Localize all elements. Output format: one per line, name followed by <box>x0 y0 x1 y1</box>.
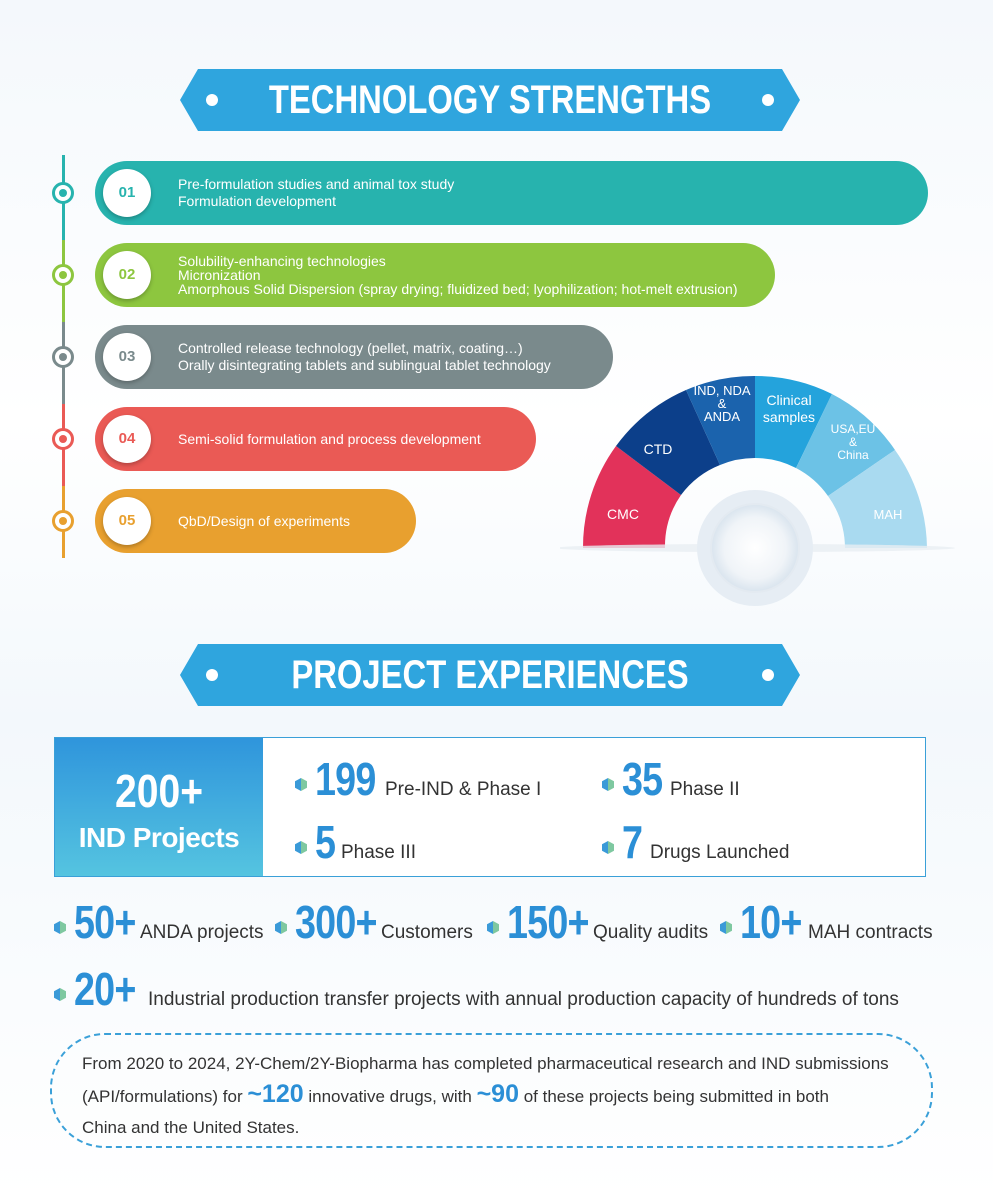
hexagon-icon <box>275 921 287 934</box>
stat-audits: 150+ Quality audits <box>487 895 708 949</box>
banner-shape <box>180 644 800 706</box>
stat-customers: 300+ Customers <box>275 895 473 949</box>
item-text: Semi-solid formulation and process devel… <box>178 430 481 447</box>
strength-item-03: 03 Controlled release technology (pellet… <box>95 325 613 389</box>
item-number: 02 <box>103 251 151 299</box>
section-title: TECHNOLOGY STRENGTHS <box>268 78 712 122</box>
item-number: 05 <box>103 497 151 545</box>
item-text: Controlled release technology (pellet, m… <box>178 340 523 356</box>
ctd-label: CTD <box>643 441 673 457</box>
mah-label: MAH <box>873 507 903 522</box>
timeline-node <box>52 428 74 450</box>
summary-line: (API/formulations) for ~120 innovative d… <box>82 1080 829 1108</box>
timeline-node <box>52 182 74 204</box>
ind-stat: 5 Phase III <box>295 815 416 869</box>
item-number: 04 <box>103 415 151 463</box>
strength-item-05: 05 QbD/Design of experiments <box>95 489 416 553</box>
timeline-node <box>52 264 74 286</box>
hexagon-icon <box>720 921 732 934</box>
summary-box <box>50 1033 933 1148</box>
ind-label: IND, NDA & ANDA <box>693 383 751 424</box>
item-text: Orally disintegrating tablets and sublin… <box>178 357 551 373</box>
timeline-node <box>52 510 74 532</box>
item-text: Amorphous Solid Dispersion (spray drying… <box>178 281 738 297</box>
summary-line: From 2020 to 2024, 2Y-Chem/2Y-Biopharma … <box>82 1054 889 1073</box>
strength-item-01: 01 Pre-formulation studies and animal to… <box>95 161 928 225</box>
innovative-count: ~120 <box>247 1080 304 1108</box>
item-text: QbD/Design of experiments <box>178 512 350 529</box>
summary-paragraph: From 2020 to 2024, 2Y-Chem/2Y-Biopharma … <box>82 1048 912 1143</box>
ind-stat: 7 Drugs Launched <box>602 815 789 869</box>
ind-summary: 200+ IND Projects <box>55 738 263 876</box>
hexagon-icon <box>487 921 499 934</box>
hexagon-icon <box>602 841 614 854</box>
strength-item-02: 02 Solubility-enhancing technologies Mic… <box>95 243 775 307</box>
technology-strengths-banner: TECHNOLOGY STRENGTHS <box>180 69 800 131</box>
item-text: Solubility-enhancing technologies <box>178 253 386 269</box>
ind-projects-box: 200+ IND Projects 199 Pre-IND & Phase I … <box>54 737 926 877</box>
banner-shape <box>180 69 800 131</box>
stat-transfer: 20+ Industrial production transfer proje… <box>54 962 899 1016</box>
ind-stat: 35 Phase II <box>602 752 740 806</box>
item-text: Formulation development <box>178 193 336 209</box>
usa-label: USA,EU & China <box>830 422 876 462</box>
stat-anda: 50+ ANDA projects <box>54 895 264 949</box>
timeline-node <box>52 346 74 368</box>
strength-item-04: 04 Semi-solid formulation and process de… <box>95 407 536 471</box>
stat-mah: 10+ MAH contracts <box>720 895 933 949</box>
project-experiences-banner: PROJECT EXPERIENCES <box>180 644 800 706</box>
ind-label: IND Projects <box>78 822 240 853</box>
hexagon-icon <box>54 921 66 934</box>
dual-submission-count: ~90 <box>476 1080 519 1108</box>
semicircle-graphic <box>560 375 955 606</box>
ind-total: 200+ <box>114 765 204 817</box>
hexagon-icon <box>602 778 614 791</box>
hexagon-icon <box>295 778 307 791</box>
hexagon-icon <box>54 988 66 1001</box>
summary-line: China and the United States. <box>82 1118 300 1137</box>
cmc-label: CMC <box>607 506 639 522</box>
item-text: Micronization <box>178 267 261 283</box>
item-number: 03 <box>103 333 151 381</box>
hexagon-icon <box>295 841 307 854</box>
clinical-label: Clinical samples <box>762 392 816 425</box>
item-text: Pre-formulation studies and animal tox s… <box>178 176 455 192</box>
item-number: 01 <box>103 169 151 217</box>
section-title: PROJECT EXPERIENCES <box>291 653 689 697</box>
ind-stat: 199 Pre-IND & Phase I <box>295 752 541 806</box>
